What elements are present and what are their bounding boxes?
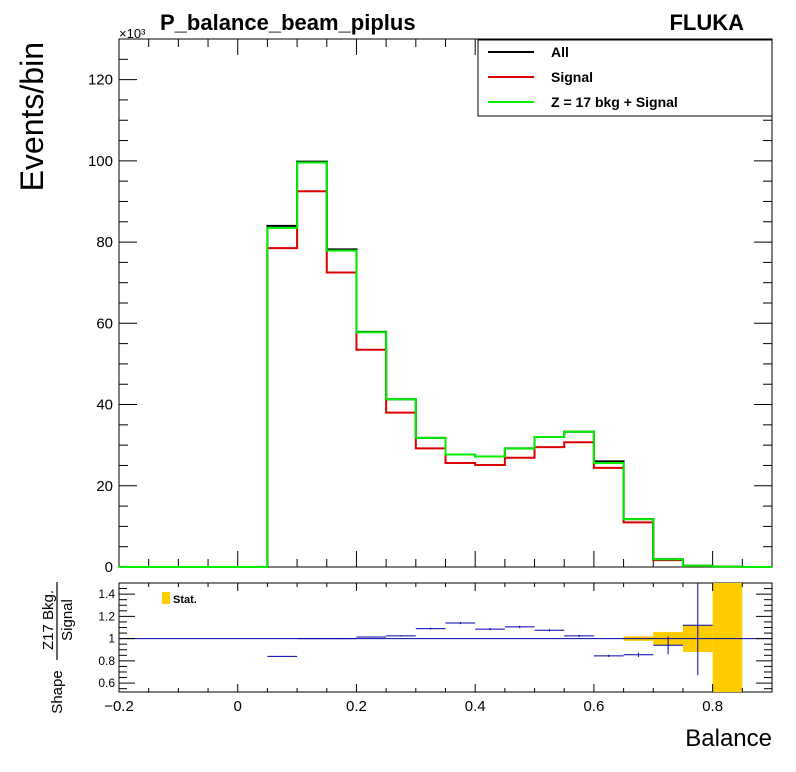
generator-label: FLUKA <box>669 10 744 35</box>
stat-legend-label: Stat. <box>173 594 197 606</box>
main-panel: 0 20 40 60 80 100 120 P_balance_beam_piplus FL… <box>14 10 773 576</box>
ratio-y-tick-label: 1.4 <box>98 587 115 601</box>
main-y-tick-label: 60 <box>96 315 113 332</box>
main-y-tick-label: 100 <box>88 153 113 170</box>
ratio-label-prefix: Shape <box>49 670 66 713</box>
ratio-y-tick-label: 1.2 <box>98 609 115 623</box>
legend-label-signal: Signal <box>551 69 593 85</box>
main-x-ticks <box>118 39 773 567</box>
series-line-2 <box>119 161 772 568</box>
main-y-tick-label: 0 <box>105 559 113 576</box>
ratio-points <box>267 583 713 676</box>
ratio-y-tick-label: 0.6 <box>98 676 115 690</box>
stat-legend-swatch <box>162 592 170 604</box>
ratio-x-tick-label: 0.6 <box>583 698 604 715</box>
ratio-y-ticks: 0.6 0.8 1 1.2 1.4 <box>98 587 772 690</box>
ratio-x-tick-label: 0.4 <box>465 698 486 715</box>
stat-band-segment <box>712 583 743 692</box>
series-line-1 <box>119 190 772 568</box>
y-axis-label: Events/bin <box>14 42 50 191</box>
ratio-y-tick-label: 1 <box>108 632 115 646</box>
main-y-tick-label: 40 <box>96 397 113 414</box>
legend-label-z17: Z = 17 bkg + Signal <box>551 94 678 110</box>
y-multiplier-label: ×10³ <box>119 26 146 41</box>
chart-title: P_balance_beam_piplus <box>160 10 416 35</box>
main-y-tick-label: 80 <box>96 234 113 251</box>
series-line-0 <box>119 160 772 568</box>
ratio-panel: 0.6 0.8 1 1.2 1.4 −0.2 0 0.2 0.4 0.6 0.8 Stat. Sh… <box>40 582 773 752</box>
ratio-x-tick-label: 0.8 <box>702 698 723 715</box>
main-frame <box>118 38 773 568</box>
ratio-label-numerator: Z17 Bkg. <box>40 590 57 650</box>
ratio-x-tick-label: 0.2 <box>346 698 367 715</box>
ratio-x-tick-label: 0 <box>234 698 242 715</box>
main-y-ticks: 0 20 40 60 80 100 120 <box>88 38 772 576</box>
main-y-tick-label: 120 <box>88 72 113 89</box>
main-y-tick-label: 20 <box>96 478 113 495</box>
ratio-label-denominator: Signal <box>59 599 76 641</box>
ratio-x-ticks: −0.2 0 0.2 0.4 0.6 0.8 <box>104 583 773 715</box>
legend: All Signal Z = 17 bkg + Signal <box>477 39 773 117</box>
ratio-x-tick-label: −0.2 <box>104 698 134 715</box>
main-series <box>119 160 772 568</box>
legend-label-all: All <box>551 44 569 60</box>
ratio-stat-band <box>623 583 743 692</box>
x-axis-label: Balance <box>685 725 772 752</box>
ratio-y-tick-label: 0.8 <box>98 654 115 668</box>
